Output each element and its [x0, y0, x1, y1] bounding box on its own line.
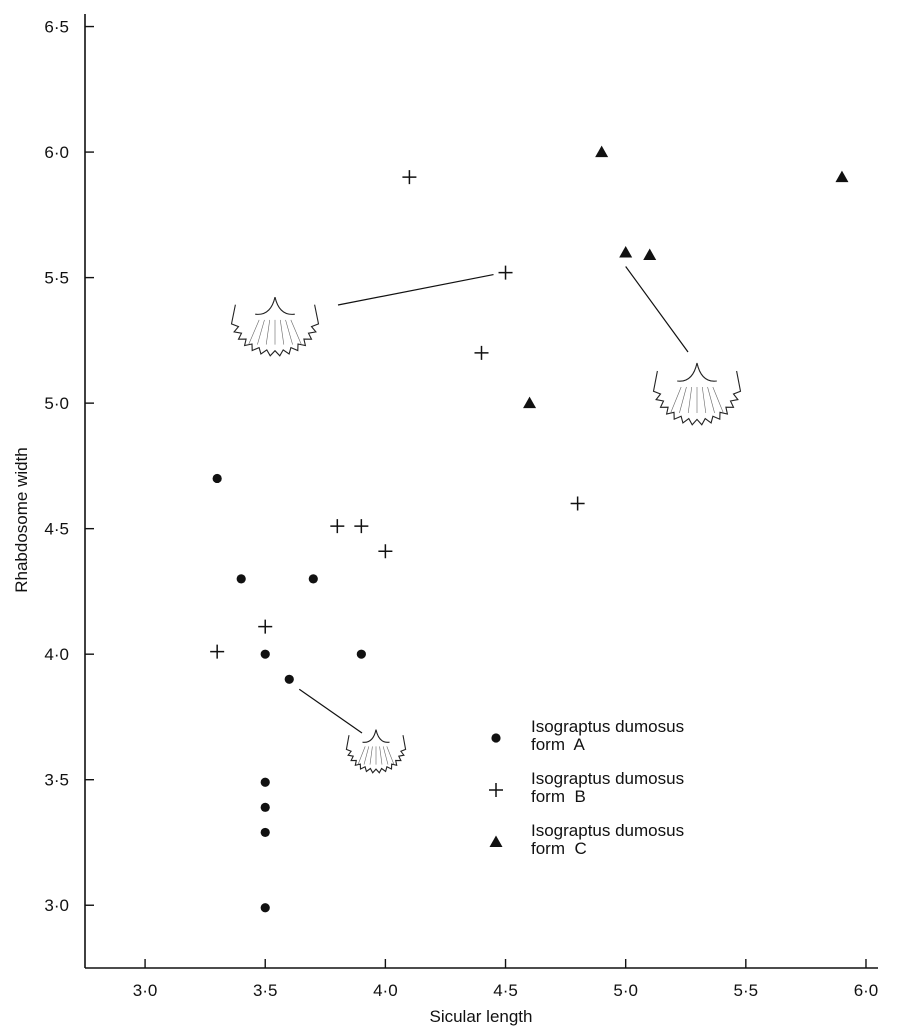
legend-entry: Isograptus dumosus form C	[489, 821, 684, 858]
sketch-form-c	[652, 362, 742, 426]
y-tick-label: 6·0	[44, 143, 69, 162]
sketch-hatch	[386, 746, 395, 765]
sketch-hatch	[707, 386, 715, 414]
data-point	[402, 170, 417, 185]
leader-line	[337, 273, 494, 306]
sketch-hatch	[290, 319, 302, 345]
data-point	[260, 802, 270, 812]
y-tick-label: 3·0	[44, 896, 69, 915]
series-c	[523, 145, 849, 409]
x-tick-label: 6·0	[854, 981, 879, 1000]
data-points	[210, 145, 849, 913]
sketch-hatch	[379, 746, 383, 765]
rhabdosome-sketches	[230, 266, 742, 774]
x-axis-title: Sicular length	[429, 1007, 532, 1026]
sketch-outline	[652, 362, 742, 426]
data-point	[212, 473, 222, 484]
sketch-hatch	[285, 319, 293, 345]
y-tick-label: 4·5	[44, 520, 69, 539]
data-point	[356, 649, 366, 659]
data-point	[595, 145, 609, 158]
y-tick-label: 6·5	[44, 18, 69, 37]
sketch-hatch	[382, 746, 389, 765]
x-tick-label: 3·5	[253, 981, 278, 1000]
data-point	[260, 649, 270, 659]
legend-entry: Isograptus dumosus form A	[491, 717, 684, 754]
y-tick-label: 5·5	[44, 269, 69, 288]
sketch-hatch	[265, 319, 271, 345]
axes: 3·0 3·5 4·0 4·5 5·0 5·5 6·0 3·0 3·5 4·0 4·5 5·0 5·5 6…	[44, 14, 878, 1000]
sketch-hatch	[248, 319, 260, 345]
sketch-form-b	[230, 296, 320, 357]
data-point	[260, 903, 270, 913]
x-tick-label: 5·0	[613, 981, 638, 1000]
data-point	[330, 519, 345, 534]
data-point	[619, 246, 633, 258]
data-point	[474, 345, 489, 360]
legend-entry: Isograptus dumosus form B	[489, 769, 684, 806]
legend-label: Isograptus dumosus form B	[531, 769, 684, 806]
data-point	[260, 827, 270, 838]
x-tick-label: 5·5	[734, 981, 759, 1000]
data-point	[308, 574, 318, 584]
sketch-hatch	[279, 319, 285, 345]
y-tick-label: 4·0	[44, 645, 69, 664]
data-point	[378, 544, 393, 559]
legend-marker	[491, 733, 501, 743]
x-tick-label: 4·5	[493, 981, 518, 1000]
sketch-hatch	[670, 386, 682, 414]
legend-label: Isograptus dumosus form C	[531, 821, 684, 858]
sketch-hatch	[357, 746, 366, 765]
sketch-hatch	[679, 386, 687, 414]
data-point	[498, 265, 513, 280]
sketch-outline	[230, 296, 320, 357]
sketch-hatch	[257, 319, 265, 345]
legend-marker	[489, 783, 503, 797]
sketch-hatch	[687, 386, 693, 414]
sketch-form-a	[345, 729, 407, 774]
x-tick-label: 4·0	[373, 981, 398, 1000]
legend-marker	[489, 835, 503, 847]
sketch-hatch	[369, 746, 373, 765]
data-point	[210, 644, 225, 659]
sketch-hatch	[712, 386, 724, 414]
data-point	[258, 619, 273, 634]
x-tick-label: 3·0	[133, 981, 158, 1000]
data-point	[835, 170, 849, 183]
legend: Isograptus dumosus form A Isograptus dumos…	[489, 717, 684, 858]
data-point	[284, 674, 294, 684]
leader-line	[298, 688, 363, 734]
y-tick-label: 3·5	[44, 771, 69, 790]
data-point	[643, 248, 657, 261]
y-tick-label: 5·0	[44, 394, 69, 413]
sketch-hatch	[363, 746, 370, 765]
series-a	[212, 473, 366, 913]
data-point	[523, 396, 537, 409]
series-b	[210, 170, 585, 659]
data-point	[260, 777, 270, 787]
data-point	[354, 519, 369, 534]
sketch-hatch	[701, 386, 707, 414]
sketch-outline	[345, 729, 407, 774]
legend-label: Isograptus dumosus form A	[531, 717, 684, 754]
leader-line	[625, 266, 689, 353]
data-point	[236, 574, 246, 584]
data-point	[570, 496, 585, 511]
y-axis-title: Rhabdosome width	[12, 447, 31, 593]
